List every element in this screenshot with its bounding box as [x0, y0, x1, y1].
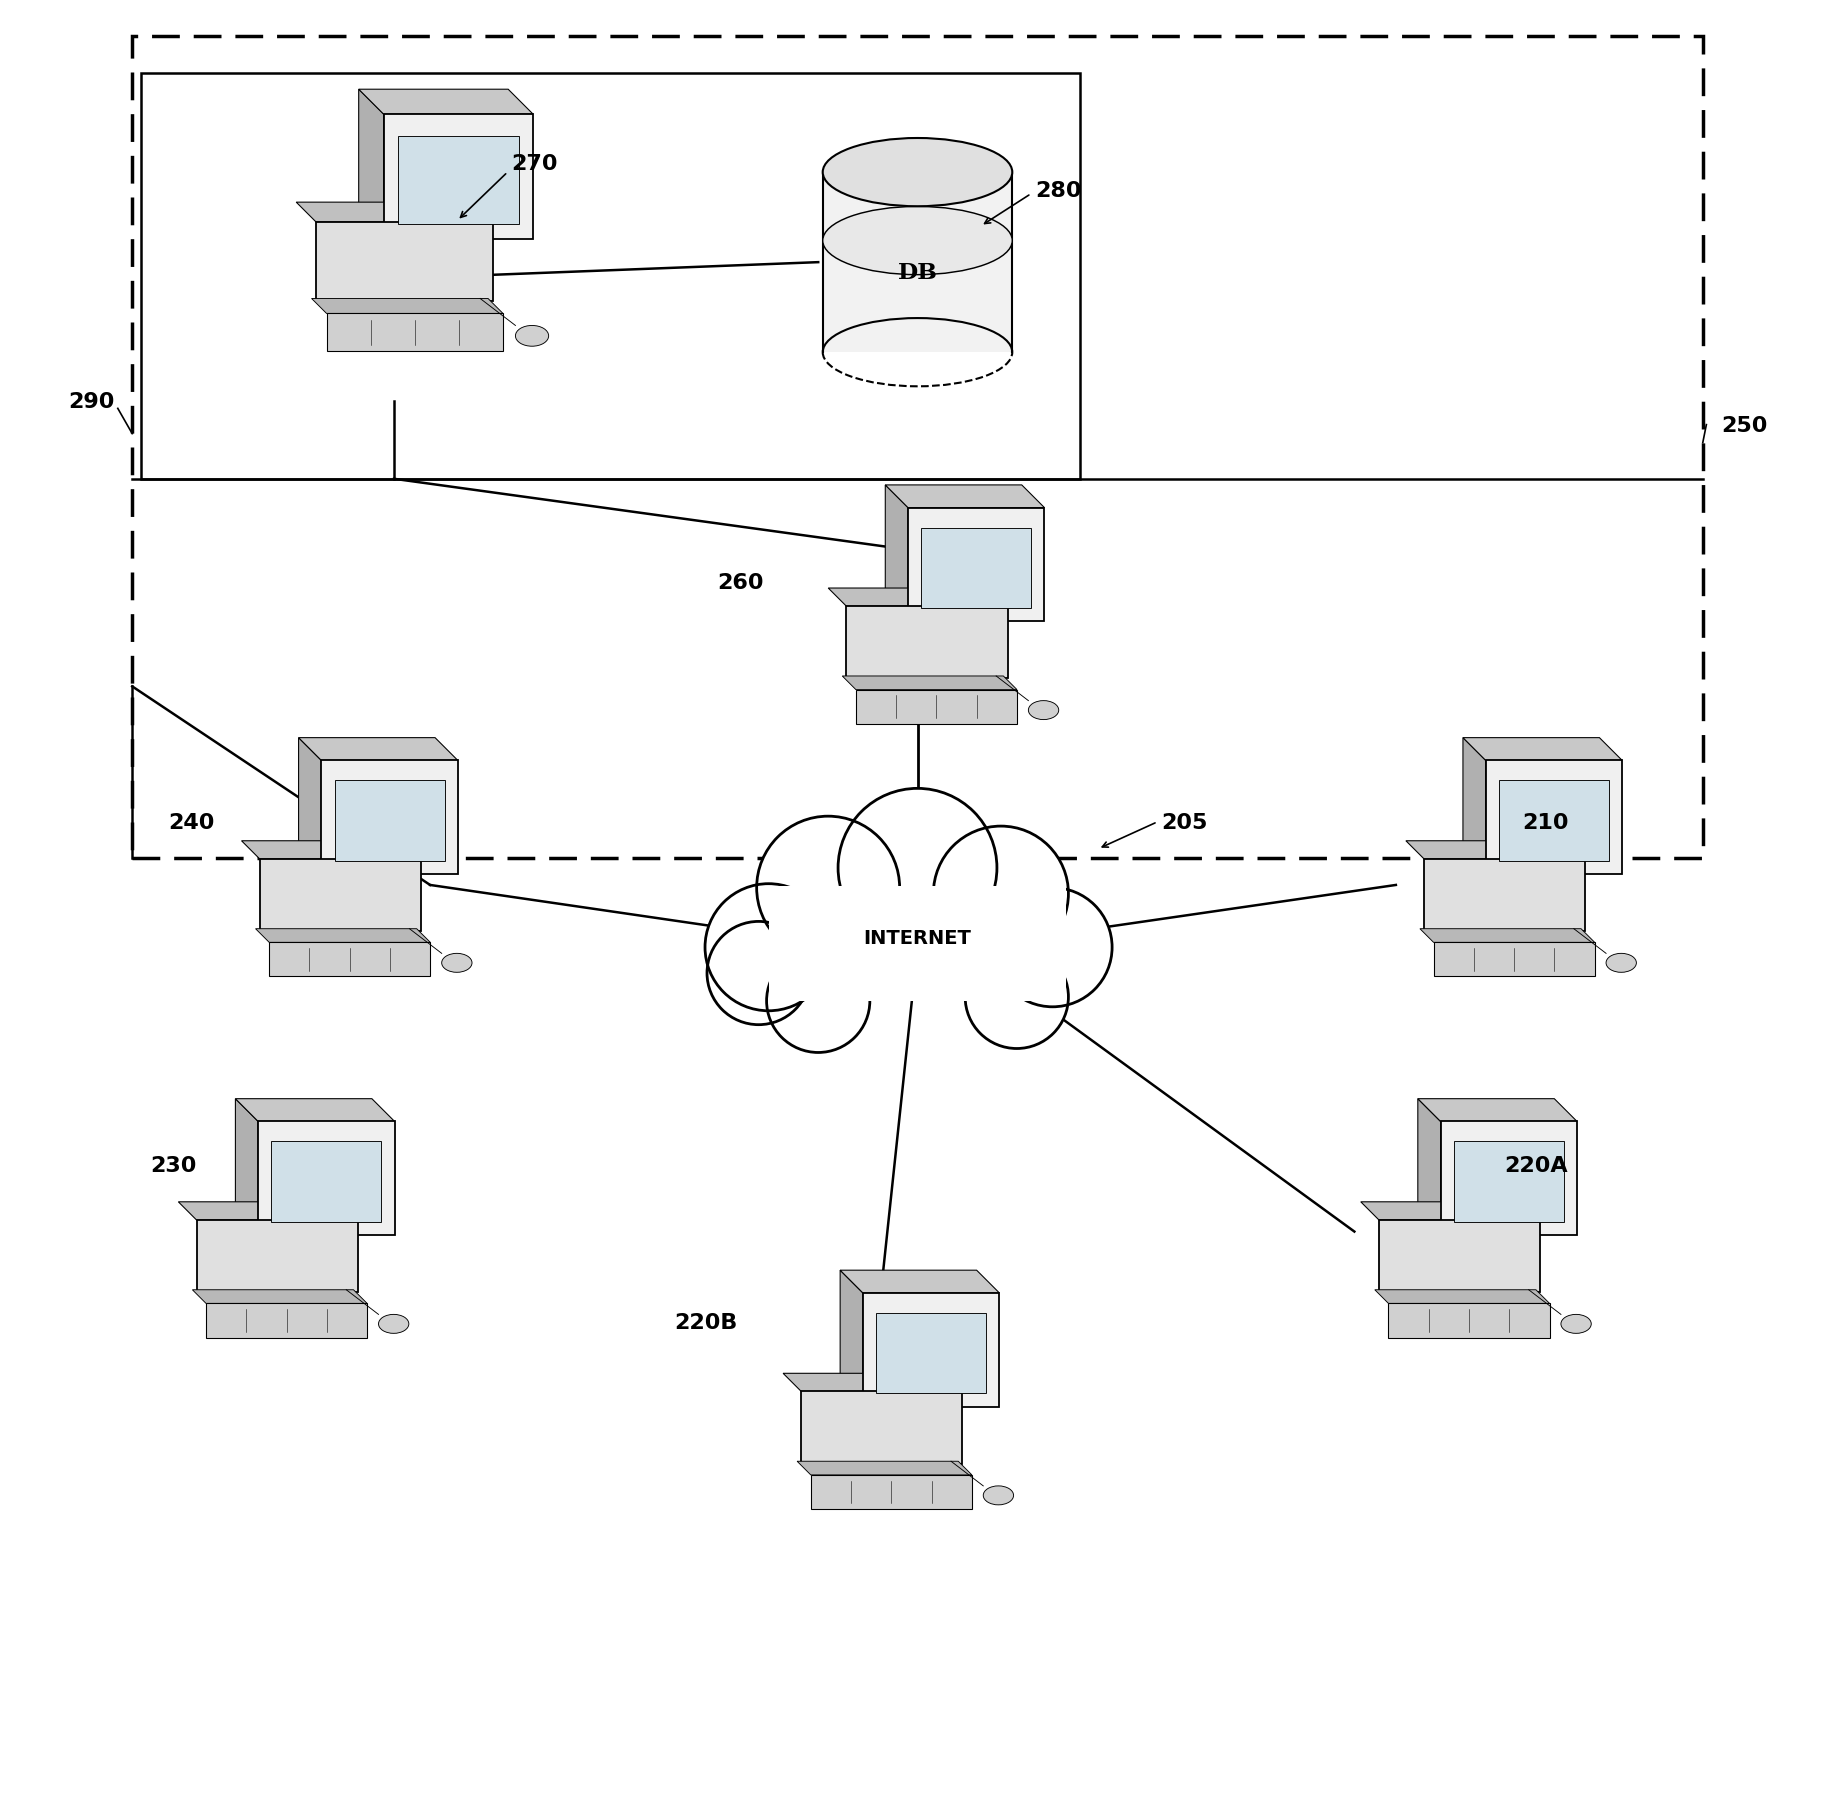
Polygon shape — [235, 1099, 395, 1122]
Bar — [321, 761, 457, 875]
Bar — [862, 1294, 1000, 1408]
Text: 210: 210 — [1523, 813, 1569, 833]
Text: 250: 250 — [1721, 416, 1767, 435]
Text: 240: 240 — [169, 813, 215, 833]
Ellipse shape — [516, 327, 549, 347]
Text: 220A: 220A — [1505, 1155, 1567, 1175]
Circle shape — [705, 884, 831, 1012]
Polygon shape — [1420, 929, 1595, 943]
Polygon shape — [178, 1202, 358, 1220]
Text: 290: 290 — [68, 392, 114, 412]
Bar — [384, 116, 534, 240]
Bar — [802, 1391, 962, 1464]
Bar — [1378, 1220, 1540, 1292]
Polygon shape — [1406, 842, 1585, 860]
Polygon shape — [295, 202, 492, 222]
Circle shape — [993, 889, 1112, 1006]
Bar — [846, 607, 1007, 679]
Polygon shape — [242, 842, 420, 860]
Bar — [855, 690, 1017, 725]
Bar — [1453, 1142, 1563, 1222]
Text: 220B: 220B — [673, 1312, 738, 1332]
Polygon shape — [235, 1099, 259, 1236]
Polygon shape — [193, 1290, 367, 1303]
Polygon shape — [1418, 1099, 1440, 1236]
Bar — [811, 1475, 973, 1509]
Bar — [769, 893, 1066, 1001]
Polygon shape — [840, 1270, 1000, 1294]
Polygon shape — [358, 90, 384, 240]
Circle shape — [767, 950, 870, 1053]
Ellipse shape — [1562, 1315, 1591, 1334]
Text: 260: 260 — [717, 573, 763, 593]
Bar — [822, 173, 1013, 352]
Polygon shape — [840, 1270, 862, 1408]
Bar — [875, 1314, 985, 1393]
Ellipse shape — [822, 139, 1013, 208]
Circle shape — [965, 945, 1068, 1048]
Polygon shape — [358, 90, 534, 116]
Polygon shape — [842, 676, 1017, 690]
Text: INTERNET: INTERNET — [864, 929, 971, 947]
Bar — [270, 943, 431, 978]
Text: 230: 230 — [150, 1155, 196, 1175]
Circle shape — [839, 790, 996, 947]
Ellipse shape — [378, 1315, 409, 1334]
Circle shape — [706, 922, 811, 1025]
Polygon shape — [255, 929, 431, 943]
Polygon shape — [796, 1462, 973, 1475]
Bar — [261, 860, 420, 931]
Bar — [769, 885, 1066, 1001]
Ellipse shape — [1606, 954, 1637, 972]
Bar — [1389, 1303, 1549, 1337]
Polygon shape — [884, 486, 1044, 508]
Ellipse shape — [984, 1485, 1013, 1505]
Polygon shape — [828, 589, 1007, 607]
Bar — [1486, 761, 1622, 875]
Text: 205: 205 — [1162, 813, 1207, 833]
Polygon shape — [1418, 1099, 1576, 1122]
Bar — [316, 222, 492, 302]
Bar — [1440, 1122, 1576, 1236]
Polygon shape — [884, 486, 908, 622]
Text: 280: 280 — [1035, 181, 1081, 201]
Bar — [908, 508, 1044, 622]
Bar — [334, 781, 444, 862]
Polygon shape — [1374, 1290, 1549, 1303]
Ellipse shape — [442, 954, 472, 972]
Bar — [259, 1122, 395, 1236]
Bar — [206, 1303, 367, 1337]
Bar — [1424, 860, 1585, 931]
Ellipse shape — [1028, 701, 1059, 721]
Bar — [1499, 781, 1609, 862]
Bar — [141, 74, 1081, 479]
Bar — [272, 1142, 382, 1222]
Bar — [327, 314, 503, 352]
Circle shape — [934, 826, 1068, 961]
Bar — [921, 528, 1031, 609]
Bar — [132, 38, 1703, 858]
Polygon shape — [299, 739, 321, 875]
Ellipse shape — [822, 208, 1013, 275]
Polygon shape — [784, 1373, 962, 1391]
Bar — [196, 1220, 358, 1292]
Polygon shape — [312, 300, 503, 314]
Circle shape — [756, 817, 899, 960]
Polygon shape — [1462, 739, 1486, 875]
Text: 270: 270 — [512, 154, 558, 173]
Text: DB: DB — [897, 262, 938, 284]
Bar — [398, 137, 519, 226]
Polygon shape — [299, 739, 457, 761]
Polygon shape — [1462, 739, 1622, 761]
Bar — [1433, 943, 1595, 978]
Polygon shape — [1362, 1202, 1540, 1220]
